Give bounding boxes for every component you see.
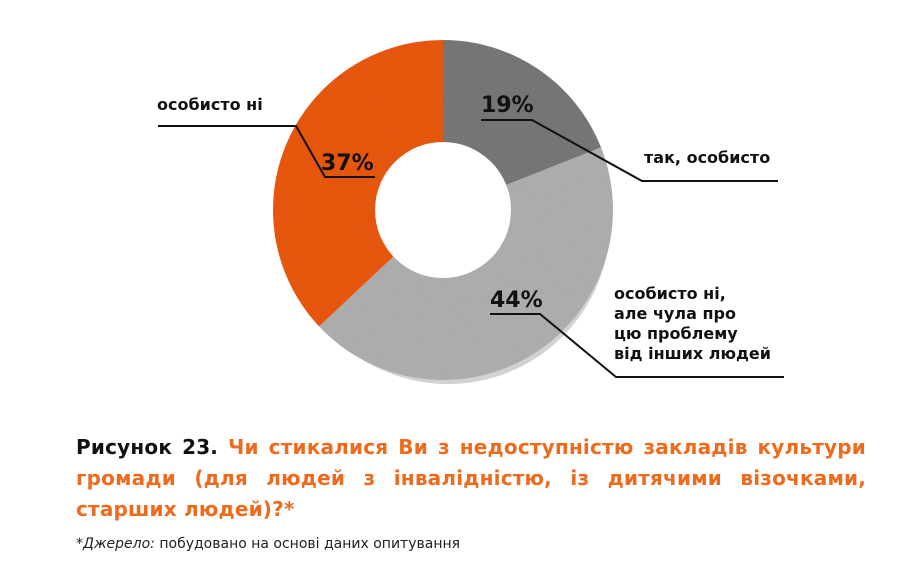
figure-number: Рисунок 23. xyxy=(76,435,219,459)
legend-label-osobysto-ni-ale-chula-4: від інших людей xyxy=(614,344,771,363)
leader-line-19 xyxy=(481,119,778,182)
data-label-19: 19% xyxy=(481,93,534,118)
slice-osobysto-ni xyxy=(273,40,443,327)
leader-line-37 xyxy=(158,125,375,178)
donut-hole xyxy=(375,142,511,278)
source-label: *Джерело: xyxy=(76,536,155,552)
legend-label-osobysto-ni-ale-chula-2: але чула про xyxy=(614,304,736,323)
source-text: побудовано на основі даних опитування xyxy=(159,536,461,552)
data-label-37: 37% xyxy=(321,151,374,176)
source-note: *Джерело: побудовано на основі даних опи… xyxy=(76,536,460,552)
donut-chart: 19% 44% 37% так, особисто особисто ні ос… xyxy=(157,40,784,384)
legend-label-osobysto-ni: особисто ні xyxy=(157,95,263,114)
legend-label-osobysto-ni-ale-chula-3: цю проблему xyxy=(614,324,738,343)
figure-question: Чи стикалися Ви з недоступністю закладів… xyxy=(76,435,866,521)
legend-label-osobysto-ni-ale-chula-1: особисто ні, xyxy=(614,284,726,303)
leader-line-44 xyxy=(490,313,784,378)
figure-caption: Рисунок 23. Чи стикалися Ви з недоступні… xyxy=(76,432,866,525)
legend-label-tak-osobysto: так, особисто xyxy=(644,148,770,167)
data-label-44: 44% xyxy=(490,288,543,313)
